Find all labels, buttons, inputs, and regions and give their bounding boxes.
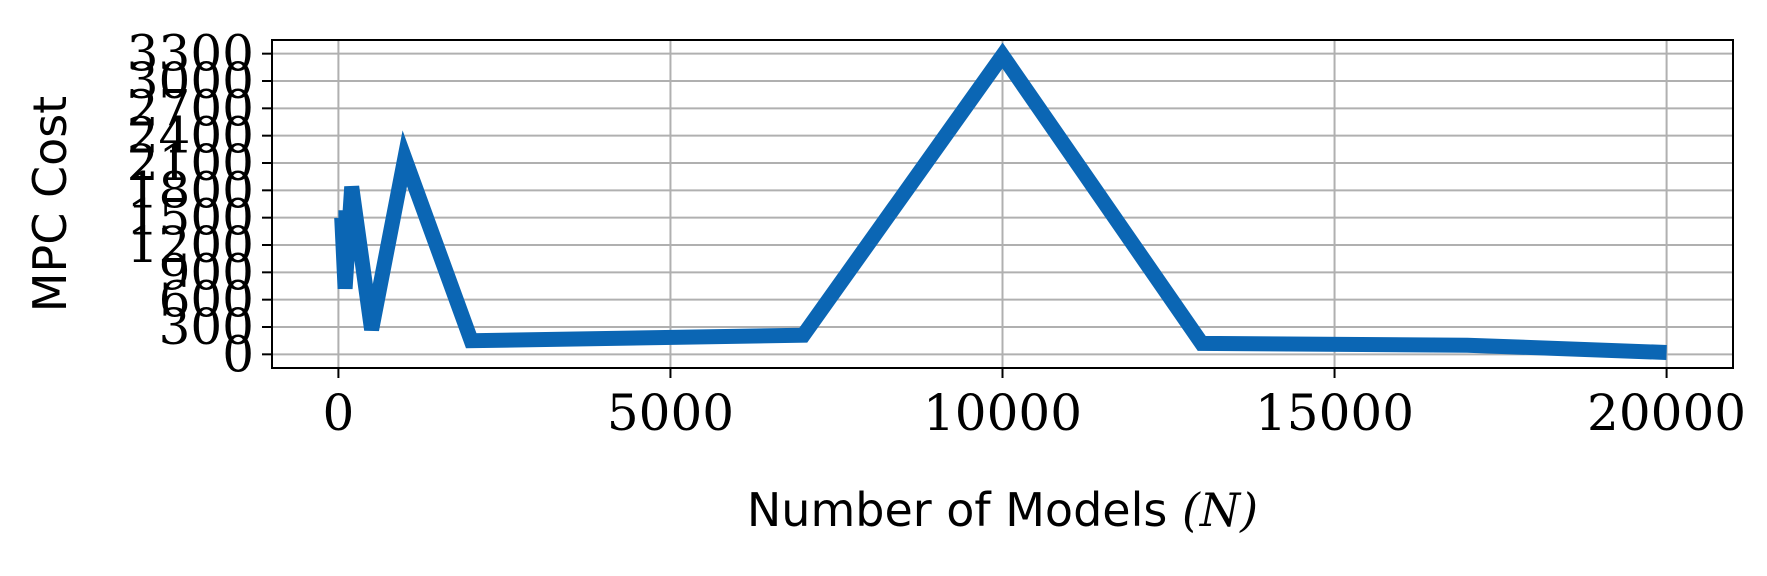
x-tick-label: 20000 [1587,384,1746,442]
y-tick-label: 600 [159,271,254,329]
y-tick-label: 2100 [127,134,254,192]
y-tick-label: 1500 [127,189,254,247]
y-tick-label: 0 [222,325,254,383]
y-tick-label: 3000 [127,52,254,110]
x-axis-label: Number of Models (N) [747,483,1258,537]
series-line [334,42,1667,360]
x-tick-label: 10000 [923,384,1082,442]
x-tick-label: 0 [323,384,355,442]
y-axis-ticks: 0300600900120015001800210024002700300033… [127,25,272,383]
y-axis-label: MPC Cost [23,96,77,312]
x-tick-label: 5000 [607,384,734,442]
grid-lines [272,40,1733,368]
y-tick-label: 2400 [127,107,254,165]
x-tick-label: 15000 [1255,384,1414,442]
y-tick-label: 1800 [127,161,254,219]
y-tick-label: 2700 [127,79,254,137]
y-tick-label: 900 [159,243,254,301]
y-tick-label: 3300 [127,25,254,83]
series-layer [334,42,1667,360]
y-tick-label: 300 [159,298,254,356]
x-axis-ticks: 0 5000 10000 15000 20000 [323,368,1746,442]
y-tick-label: 1200 [127,216,254,274]
